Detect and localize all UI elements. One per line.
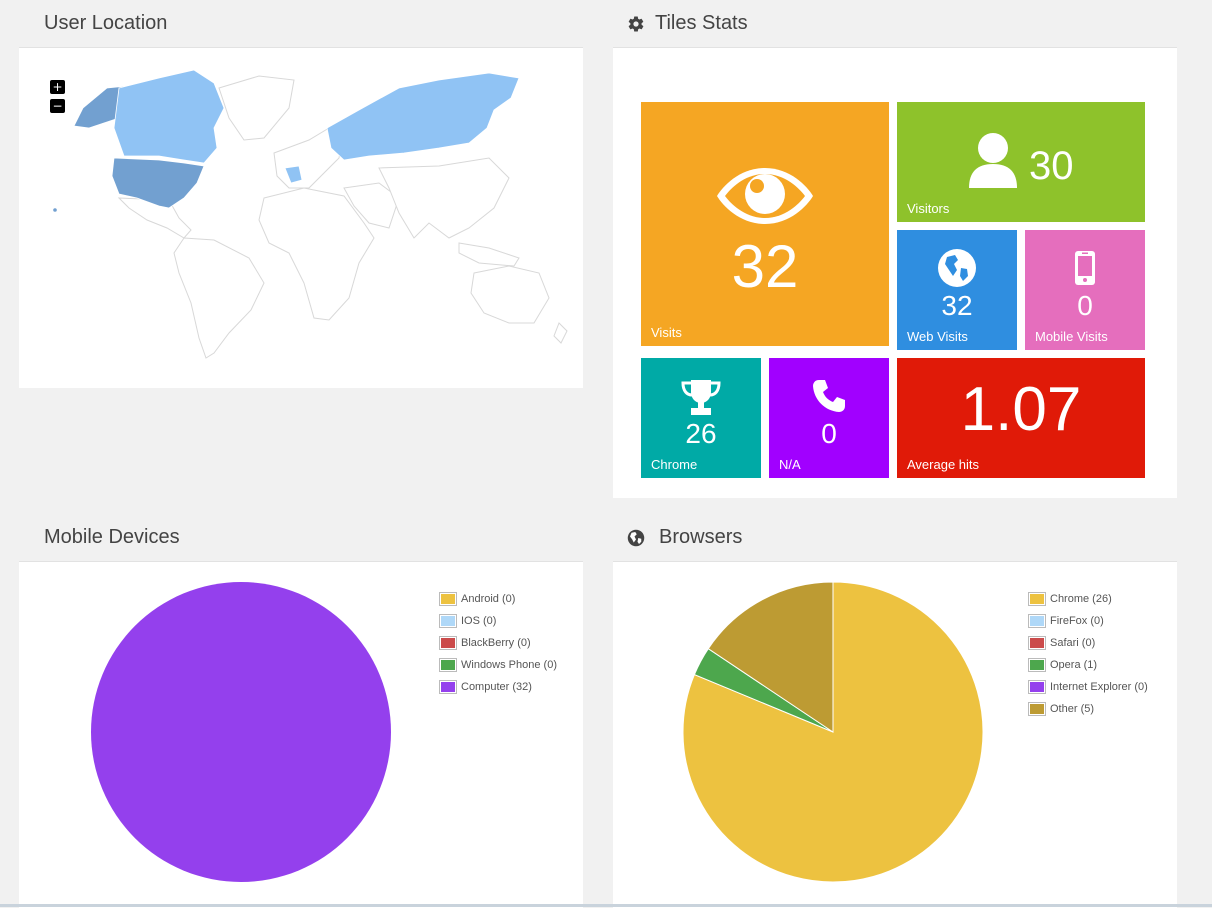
legend-label: Chrome (26)	[1050, 593, 1112, 605]
map-canada	[113, 69, 225, 164]
map-south-america	[173, 237, 265, 359]
tile-mobile-visits-value: 0	[1077, 290, 1093, 321]
legend-item-other[interactable]: Other (5)	[1028, 698, 1148, 720]
tiles-stats-panel: 32 Visits 30 Visitors 32 Web Visits	[613, 47, 1177, 498]
tiles-stats-title-text: Tiles Stats	[655, 12, 748, 34]
browsers-title: Browsers	[627, 526, 742, 549]
user-location-panel: + −	[19, 47, 583, 388]
legend-item-chrome[interactable]: Chrome (26)	[1028, 588, 1148, 610]
legend-item-opera[interactable]: Opera (1)	[1028, 654, 1148, 676]
tile-visits-value: 32	[731, 233, 799, 300]
legend-swatch	[1028, 702, 1046, 716]
legend-label: IOS (0)	[461, 615, 497, 627]
pie-slice-other[interactable]	[707, 581, 834, 733]
globe-icon	[897, 248, 1017, 288]
legend-item-computer[interactable]: Computer (32)	[439, 676, 557, 698]
tile-visitors[interactable]: 30 Visitors	[897, 102, 1145, 222]
legend-swatch	[439, 592, 457, 606]
tile-chrome[interactable]: 26 Chrome	[641, 358, 761, 478]
mobile-devices-legend: Android (0) IOS (0) BlackBerry (0) Windo…	[439, 588, 557, 698]
tile-mobile-visits-label: Mobile Visits	[1035, 329, 1108, 344]
bottom-border	[0, 904, 1212, 907]
legend-swatch	[439, 658, 457, 672]
tile-web-visits[interactable]: 32 Web Visits	[897, 230, 1017, 350]
eye-icon	[641, 164, 889, 228]
tile-visitors-value: 30	[1029, 144, 1074, 188]
legend-label: Other (5)	[1050, 703, 1095, 715]
browsers-pie[interactable]	[673, 572, 993, 892]
legend-swatch	[1028, 680, 1046, 694]
map-australia	[470, 265, 550, 324]
tile-visitors-label: Visitors	[907, 201, 950, 216]
legend-label: Computer (32)	[461, 681, 532, 693]
mobile-icon	[1025, 250, 1145, 286]
legend-label: Android (0)	[461, 593, 516, 605]
user-location-title-text: User Location	[44, 12, 168, 34]
tile-visits[interactable]: 32 Visits	[641, 102, 889, 346]
map-france	[284, 165, 303, 184]
legend-swatch	[439, 614, 457, 628]
legend-label: Internet Explorer (0)	[1050, 681, 1148, 693]
legend-label: Safari (0)	[1050, 637, 1096, 649]
phone-icon	[769, 378, 889, 414]
tile-mobile-visits[interactable]: 0 Mobile Visits	[1025, 230, 1145, 350]
tile-web-visits-value: 32	[941, 290, 973, 321]
tile-na-value: 0	[821, 418, 837, 449]
legend-item-internet-explorer[interactable]: Internet Explorer (0)	[1028, 676, 1148, 698]
legend-swatch	[1028, 636, 1046, 650]
legend-swatch	[1028, 658, 1046, 672]
legend-item-firefox[interactable]: FireFox (0)	[1028, 610, 1148, 632]
map-usa	[111, 157, 205, 209]
legend-item-ios[interactable]: IOS (0)	[439, 610, 557, 632]
user-icon	[967, 132, 1019, 193]
legend-swatch	[1028, 614, 1046, 628]
tiles-stats-title: Tiles Stats	[627, 12, 748, 35]
tile-na-label: N/A	[779, 457, 801, 472]
browsers-title-text: Browsers	[659, 526, 743, 548]
tile-chrome-label: Chrome	[651, 457, 698, 472]
trophy-icon	[641, 378, 761, 416]
tile-web-visits-label: Web Visits	[907, 329, 968, 344]
legend-swatch	[439, 680, 457, 694]
legend-label: FireFox (0)	[1050, 615, 1104, 627]
mobile-devices-pie[interactable]	[81, 572, 401, 892]
tile-na[interactable]: 0 N/A	[769, 358, 889, 478]
legend-swatch	[439, 636, 457, 650]
legend-label: Windows Phone (0)	[461, 659, 557, 671]
browsers-legend: Chrome (26) FireFox (0) Safari (0) Opera…	[1028, 588, 1148, 720]
user-location-title: User Location	[44, 12, 167, 35]
tile-average-hits-label: Average hits	[907, 457, 980, 472]
map-middle-east	[343, 182, 400, 229]
pie-slice-chrome[interactable]	[682, 581, 984, 883]
map-russia	[326, 72, 520, 161]
map-new-zealand	[553, 322, 568, 344]
map-indonesia	[458, 242, 520, 267]
map-alaska	[73, 85, 128, 129]
map-africa	[258, 187, 375, 321]
zoom-out-button[interactable]: −	[50, 99, 65, 113]
tile-average-hits-value: 1.07	[960, 375, 1082, 444]
legend-label: BlackBerry (0)	[461, 637, 531, 649]
mobile-devices-title: Mobile Devices	[44, 526, 180, 549]
legend-item-windows-phone[interactable]: Windows Phone (0)	[439, 654, 557, 676]
tile-chrome-value: 26	[685, 418, 717, 449]
tile-average-hits[interactable]: 1.07 Average hits	[897, 358, 1145, 478]
mobile-devices-panel: Android (0) IOS (0) BlackBerry (0) Windo…	[19, 561, 583, 908]
tile-visits-label: Visits	[651, 325, 682, 340]
globe-icon	[627, 529, 645, 546]
gear-icon	[628, 15, 644, 32]
browsers-panel: Chrome (26) FireFox (0) Safari (0) Opera…	[613, 561, 1177, 908]
legend-swatch	[1028, 592, 1046, 606]
map-hawaii	[53, 208, 57, 212]
pie-slice-computer[interactable]	[91, 582, 391, 882]
map-asia-south	[378, 157, 510, 239]
zoom-in-button[interactable]: +	[50, 80, 65, 94]
legend-item-blackberry[interactable]: BlackBerry (0)	[439, 632, 557, 654]
mobile-devices-title-text: Mobile Devices	[44, 526, 180, 548]
map-greenland	[218, 75, 295, 141]
legend-label: Opera (1)	[1050, 659, 1098, 671]
legend-item-safari[interactable]: Safari (0)	[1028, 632, 1148, 654]
legend-item-android[interactable]: Android (0)	[439, 588, 557, 610]
world-map[interactable]	[19, 48, 583, 388]
